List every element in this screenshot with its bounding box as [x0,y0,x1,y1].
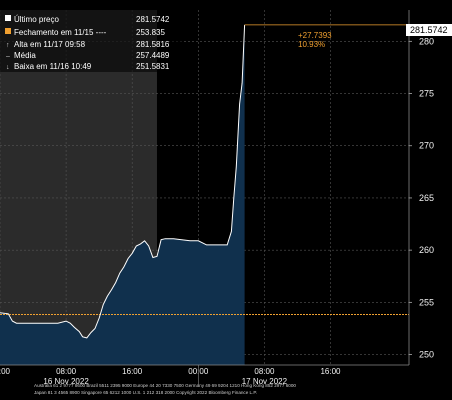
legend-value-low: 251.5831 [136,62,170,71]
x-date-label: 16 Nov 2022 [43,377,89,386]
legend-dash-icon: – [6,53,10,60]
legend-swatch-last [5,15,11,21]
y-axis: 250 255 260 265 270 275 280 [408,10,434,365]
y-tick-label: 250 [419,350,434,360]
x-tick-label: 08:00 [56,367,77,376]
x-tick-label: 16:00 [320,367,341,376]
y-tick-label: 280 [419,36,434,46]
price-line [0,24,246,339]
legend-name-avg: Média [14,51,36,60]
legend-value-avg: 257.4489 [136,51,170,60]
last-price-tag-text: 281.5742 [410,25,448,35]
legend-name-low: Baixa em 11/16 10:49 [14,62,92,71]
y-tick-label: 255 [419,297,434,307]
y-tick-label: 275 [419,89,434,99]
legend-value-close: 253.835 [136,28,165,37]
x-tick-label: 16:00 [122,367,143,376]
legend-swatch-close [5,28,11,34]
x-date-label: 17 Nov 2022 [242,377,288,386]
legend: Último preço 281.5742 Fechamento em 11/1… [0,10,183,72]
x-tick-label: 08:00 [254,367,275,376]
y-tick-label: 260 [419,245,434,255]
legend-value-last: 281.5742 [136,15,170,24]
legend-name-high: Alta em 11/17 09:58 [14,40,86,49]
legend-arrow-down-icon: ↓ [6,64,10,71]
x-tick-label: 00:00 [0,367,11,376]
legend-background [0,10,183,72]
footer-line-2: Japan 81 3 4565 8900 Singapore 65 6212 1… [34,390,257,395]
legend-name-close: Fechamento em 11/15 ---- [14,28,107,37]
footer-line-1: Australia 61 2 9777 8600 Brazil 5511 239… [34,383,296,388]
price-area [0,24,245,366]
change-value: +27.7393 [298,31,332,40]
change-percent: 10.93% [298,40,325,49]
y-tick-label: 270 [419,141,434,151]
legend-name-last: Último preço [14,15,59,24]
legend-arrow-up-icon: ↑ [6,42,10,49]
legend-value-high: 281.5816 [136,40,170,49]
y-tick-label: 265 [419,193,434,203]
last-price-tag [406,24,452,36]
